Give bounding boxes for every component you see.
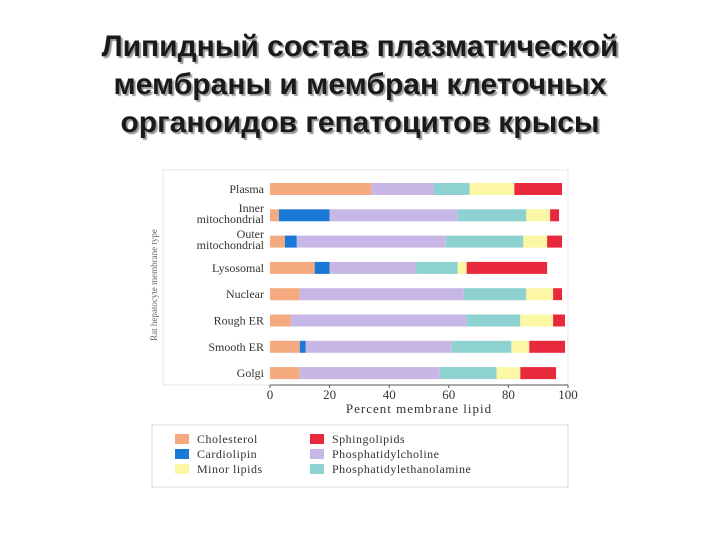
bar-segment-phosphatidylethanolamine [439, 367, 497, 380]
slide-title: Липидный состав плазматической мембраны … [40, 28, 680, 142]
bar-segment-minor-lipids [523, 235, 548, 248]
bar-segment-phosphatidylethanolamine [451, 340, 512, 353]
title-line-1: Липидный состав плазматической [101, 30, 619, 63]
category-label: Rough ER [214, 314, 264, 328]
bar-segment-sphingolipids [520, 367, 557, 380]
bar-segment-phosphatidylcholine [371, 183, 434, 195]
category-label: mitochondrial [197, 238, 265, 252]
bar-segment-minor-lipids [520, 314, 554, 327]
category-label: mitochondrial [197, 212, 265, 226]
bar-segment-phosphatidylethanolamine [457, 209, 527, 222]
legend-swatch [310, 449, 324, 459]
bar-segment-cardiolipin [278, 209, 330, 222]
bar-segment-cardiolipin [299, 340, 306, 353]
bar-segment-phosphatidylcholine [305, 340, 452, 353]
bar-segment-cholesterol [270, 288, 300, 301]
legend-label: Minor lipids [197, 462, 263, 476]
bar-segment-sphingolipids [553, 288, 563, 301]
x-tick-label: 0 [267, 387, 274, 402]
legend-label: Cholesterol [197, 432, 258, 446]
y-axis-title: Rat hepatocyte membrane type [149, 229, 159, 341]
bar-segment-sphingolipids [529, 340, 566, 353]
title-line-3: органоидов гепатоцитов крысы [120, 106, 600, 139]
bar-segment-phosphatidylethanolamine [466, 314, 521, 327]
bar-segment-sphingolipids [514, 183, 563, 195]
bar-segment-phosphatidylcholine [299, 288, 464, 301]
category-label: Nuclear [226, 287, 264, 301]
legend-label: Cardiolipin [197, 447, 257, 461]
bar-segment-phosphatidylethanolamine [416, 261, 458, 274]
bar-segment-sphingolipids [553, 314, 566, 327]
legend-swatch [310, 434, 324, 444]
title-line-2: мембраны и мембран клеточных [113, 68, 607, 101]
bar-segment-minor-lipids [496, 367, 521, 380]
bar-segment-phosphatidylethanolamine [463, 288, 527, 301]
bar-segment-sphingolipids [547, 235, 563, 248]
category-label: Golgi [237, 366, 265, 380]
category-label: Inner [239, 201, 264, 215]
bar-segment-phosphatidylcholine [299, 367, 440, 380]
bar-segment-cholesterol [270, 209, 279, 222]
legend-swatch [175, 464, 189, 474]
x-tick-label: 40 [383, 387, 396, 402]
category-label: Outer [237, 227, 264, 241]
legend-swatch [175, 434, 189, 444]
bar-segment-cholesterol [270, 183, 372, 195]
bar-segment-minor-lipids [511, 340, 530, 353]
bar-segment-sphingolipids [466, 261, 548, 274]
legend-swatch [310, 464, 324, 474]
x-tick-label: 100 [558, 387, 578, 402]
category-label: Plasma [229, 182, 264, 196]
x-tick-label: 80 [502, 387, 515, 402]
bar-segment-cholesterol [270, 367, 300, 380]
x-tick-label: 20 [323, 387, 336, 402]
bar-segment-cholesterol [270, 314, 291, 327]
legend-label: Phosphatidylcholine [332, 447, 440, 461]
bar-segment-phosphatidylethanolamine [433, 183, 470, 195]
bar-segment-minor-lipids [526, 209, 551, 222]
bar-segment-phosphatidylcholine [329, 261, 417, 274]
bar-segment-cardiolipin [284, 235, 297, 248]
bar-segment-sphingolipids [550, 209, 560, 222]
bar-segment-minor-lipids [526, 288, 554, 301]
legend-swatch [175, 449, 189, 459]
legend-box [151, 424, 569, 488]
bar-segment-cardiolipin [314, 261, 330, 274]
x-tick-label: 60 [442, 387, 455, 402]
bar-segment-minor-lipids [469, 183, 515, 195]
bar-segment-minor-lipids [457, 261, 467, 274]
bar-segment-cholesterol [270, 340, 300, 353]
bar-segment-cholesterol [270, 235, 285, 248]
bar-segment-phosphatidylcholine [296, 235, 446, 248]
x-axis-title: Percent membrane lipid [346, 401, 492, 416]
legend-label: Phosphatidylethanolamine [332, 462, 471, 476]
category-label: Smooth ER [208, 340, 264, 354]
category-label: Lysosomal [212, 261, 265, 275]
bar-segment-cholesterol [270, 261, 315, 274]
bar-segment-phosphatidylcholine [329, 209, 458, 222]
legend-label: Sphingolipids [332, 432, 405, 446]
bar-segment-phosphatidylethanolamine [445, 235, 524, 248]
bar-segment-phosphatidylcholine [290, 314, 467, 327]
